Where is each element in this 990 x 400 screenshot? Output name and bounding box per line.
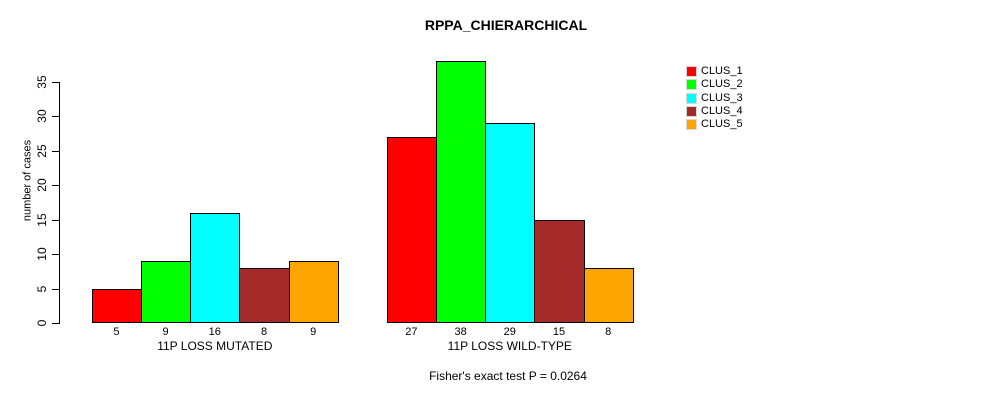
bar <box>583 267 634 323</box>
bar-value-label: 27 <box>405 326 418 338</box>
y-axis-tick-label: 10 <box>35 247 49 261</box>
y-axis-tick-label: 25 <box>35 143 49 158</box>
bar <box>91 288 142 323</box>
bar-value-label: 5 <box>113 326 120 338</box>
y-axis-tick-label: 35 <box>35 74 49 89</box>
legend-row: CLUS_1 <box>686 65 743 78</box>
y-axis-line <box>59 81 60 324</box>
bar-value-label: 8 <box>605 326 612 338</box>
y-axis-tick <box>52 254 60 255</box>
y-axis-tick <box>52 185 60 186</box>
bar <box>386 136 437 323</box>
bar-value-label: 16 <box>208 326 221 338</box>
bar <box>288 260 339 323</box>
legend-label: CLUS_2 <box>701 78 743 91</box>
y-axis-tick-label: 5 <box>35 285 49 292</box>
caption-fishers-test: Fisher's exact test P = 0.0264 <box>429 369 587 383</box>
legend-row: CLUS_5 <box>686 118 743 131</box>
y-axis-tick-label: 15 <box>35 212 49 227</box>
chart-title: RPPA_CHIERARCHICAL <box>424 17 588 33</box>
bar-value-label: 15 <box>552 326 566 338</box>
x-axis-group-label: 11P LOSS MUTATED <box>157 339 273 353</box>
bar <box>534 219 585 323</box>
legend-swatch <box>686 79 697 91</box>
legend-label: CLUS_4 <box>701 105 743 118</box>
legend-row: CLUS_4 <box>686 105 743 118</box>
bar-value-label: 29 <box>503 326 516 338</box>
bar <box>190 212 241 323</box>
y-axis-tick <box>52 81 60 83</box>
y-axis-tick <box>52 288 60 290</box>
legend-row: CLUS_2 <box>686 78 743 91</box>
legend-label: CLUS_3 <box>701 91 743 104</box>
legend-label: CLUS_1 <box>701 65 743 78</box>
legend-swatch <box>686 92 697 104</box>
legend-label: CLUS_5 <box>701 118 743 131</box>
legend-swatch <box>686 66 697 78</box>
bar <box>141 260 192 323</box>
bar <box>436 60 487 323</box>
legend-swatch <box>686 106 697 118</box>
y-axis-tick <box>52 219 60 221</box>
bar <box>239 267 290 323</box>
legend-swatch <box>686 119 697 131</box>
bar-value-label: 9 <box>162 326 169 338</box>
y-axis-tick-label: 30 <box>35 109 49 123</box>
bar-value-label: 8 <box>260 326 268 338</box>
legend: CLUS_1 CLUS_2 CLUS_3 CLUS_4 CLUS_5 <box>686 65 743 131</box>
legend-row: CLUS_3 <box>686 92 743 105</box>
y-axis-tick <box>52 323 60 324</box>
bar-value-label: 9 <box>310 326 317 338</box>
y-axis-tick-label: 20 <box>35 178 49 192</box>
bar <box>485 122 536 323</box>
bar-value-label: 38 <box>454 326 467 338</box>
y-axis-tick <box>52 150 60 152</box>
y-axis-tick-label: 0 <box>35 319 49 327</box>
x-axis-group-label: 11P LOSS WILD-TYPE <box>447 339 572 353</box>
y-axis-tick <box>52 116 60 117</box>
